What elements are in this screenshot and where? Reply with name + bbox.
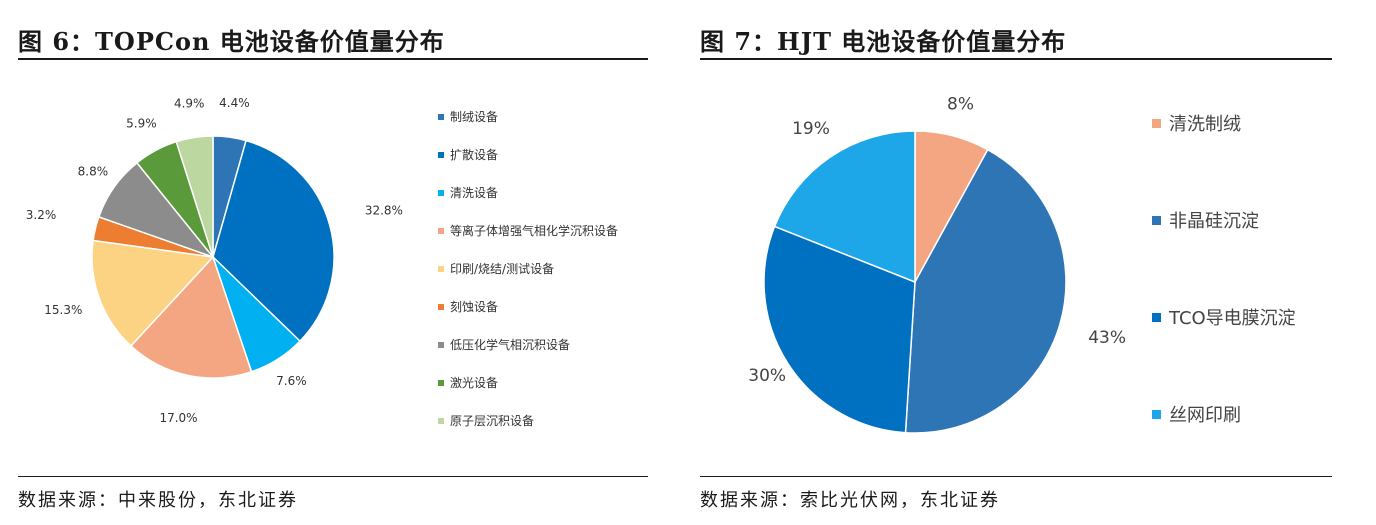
- pie-slice: [129, 255, 253, 379]
- legend-swatch: [438, 151, 444, 158]
- pie-slice: [763, 225, 916, 434]
- legend-label: 激光设备: [450, 376, 499, 390]
- figure-7-source: 数据来源：索比光伏网，东北证券: [700, 490, 1000, 511]
- legend-label: 清洗设备: [450, 186, 499, 200]
- legend-swatch: [438, 379, 444, 386]
- pie-slice: [175, 135, 214, 258]
- legend-swatch: [438, 417, 444, 424]
- pie-data-label: 8.8%: [78, 165, 109, 179]
- hjt-pie-chart: 8% 43% 30% 19%: [748, 95, 1126, 434]
- legend-swatch: [438, 265, 444, 272]
- legend-swatch: [438, 113, 444, 120]
- pie-data-label: 5.9%: [126, 117, 157, 131]
- legend-label: 刻蚀设备: [450, 300, 499, 314]
- figure-6-panel: 图 6：TOPCon 电池设备价值量分布 4.4% 32.8% 7.6% 17.0% 1…: [18, 0, 648, 525]
- legend-label: 制绒设备: [450, 110, 499, 124]
- legend-item: 扩散设备: [438, 146, 498, 163]
- legend-swatch: [1152, 312, 1161, 322]
- figure-6-source: 数据来源：中来股份，东北证券: [18, 490, 298, 511]
- legend-swatch: [438, 303, 444, 310]
- legend-label: 原子层沉积设备: [450, 414, 535, 428]
- pie-data-label: 17.0%: [159, 411, 197, 425]
- legend-item: 原子层沉积设备: [438, 412, 534, 429]
- legend-item: 印刷/烧结/测试设备: [438, 260, 554, 277]
- legend-swatch: [1152, 118, 1161, 128]
- title-rule: [700, 58, 1332, 60]
- legend-swatch: [1152, 409, 1161, 419]
- legend-swatch: [1152, 215, 1161, 225]
- pie-data-label: 3.2%: [26, 208, 57, 222]
- legend-item: 清洗设备: [438, 184, 498, 201]
- pie-data-label: 8%: [947, 95, 974, 115]
- legend-item: TCO导电膜沉淀: [1152, 304, 1296, 330]
- pie-data-label: 30%: [748, 366, 786, 386]
- pie-data-label: 7.6%: [276, 374, 307, 388]
- source-rule: [700, 476, 1332, 477]
- legend-item: 刻蚀设备: [438, 298, 498, 315]
- figure-6-title: 图 6：TOPCon 电池设备价值量分布: [18, 27, 445, 56]
- title-rule: [18, 58, 648, 60]
- legend-swatch: [438, 227, 444, 234]
- pie-slice: [91, 239, 215, 347]
- legend-label: 扩散设备: [450, 148, 499, 162]
- pie-data-label: 19%: [792, 119, 830, 139]
- legend-label: 低压化学气相沉积设备: [450, 338, 571, 352]
- legend-item: 低压化学气相沉积设备: [438, 336, 570, 353]
- legend-label: 清洗制绒: [1169, 114, 1241, 135]
- legend-swatch: [438, 189, 444, 196]
- legend-item: 丝网印刷: [1152, 401, 1241, 427]
- pie-slice: [773, 130, 916, 284]
- legend-item: 制绒设备: [438, 108, 498, 125]
- legend-label: 印刷/烧结/测试设备: [450, 262, 555, 276]
- pie-data-label: 4.4%: [219, 96, 250, 110]
- pie-data-label: 15.3%: [44, 303, 82, 317]
- legend-label: TCO导电膜沉淀: [1169, 308, 1296, 329]
- legend-item: 激光设备: [438, 374, 498, 391]
- figure-7-title: 图 7：HJT 电池设备价值量分布: [700, 27, 1067, 56]
- topcon-pie-chart: 4.4% 32.8% 7.6% 17.0% 15.3% 3.2% 8.8% 5.9% 4.9%: [26, 96, 403, 425]
- legend-label: 非晶硅沉淀: [1169, 211, 1259, 232]
- source-rule: [18, 476, 648, 477]
- figure-7-panel: 图 7：HJT 电池设备价值量分布 8% 43% 30% 19% 清洗制绒非晶硅沉淀 T…: [700, 0, 1332, 525]
- legend-item: 清洗制绒: [1152, 110, 1241, 136]
- legend-label: 丝网印刷: [1169, 405, 1241, 426]
- pie-data-label: 4.9%: [174, 96, 205, 110]
- pie-data-label: 32.8%: [365, 204, 403, 218]
- legend-label: 等离子体增强气相化学沉积设备: [450, 224, 619, 238]
- legend-item: 等离子体增强气相化学沉积设备: [438, 222, 618, 239]
- pie-slice: [904, 148, 1067, 434]
- legend-swatch: [438, 341, 444, 348]
- pie-data-label: 43%: [1088, 328, 1126, 348]
- pie-slice: [212, 139, 335, 343]
- legend-item: 非晶硅沉淀: [1152, 207, 1259, 233]
